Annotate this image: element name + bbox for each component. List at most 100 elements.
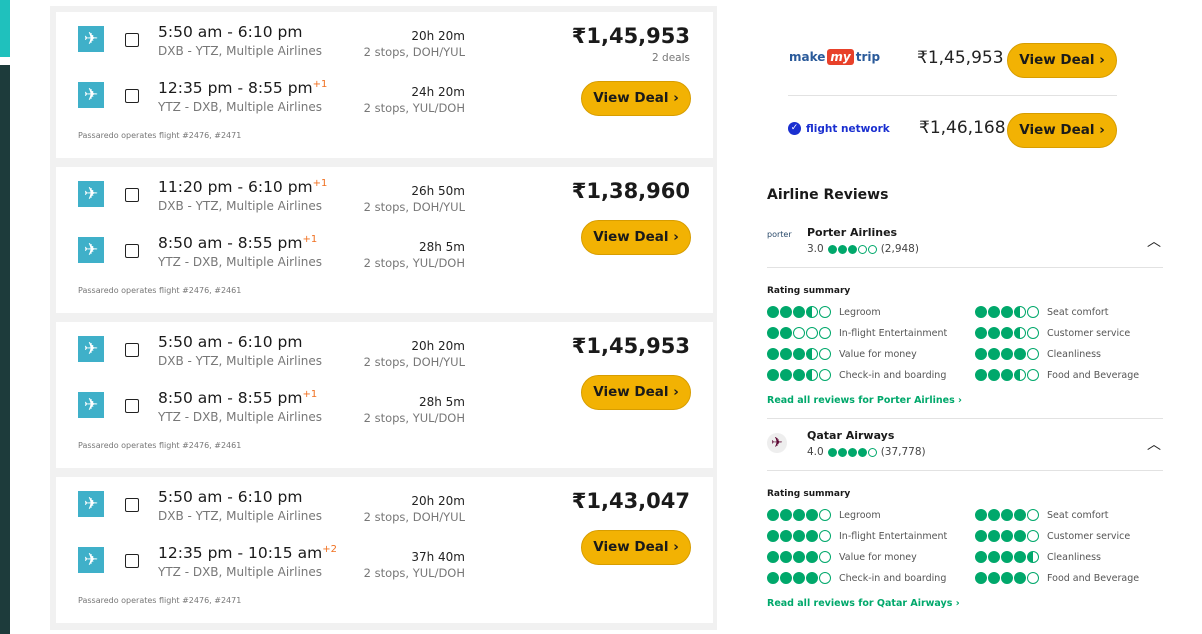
criterion-label: Value for money bbox=[839, 551, 917, 563]
airline-name[interactable]: Qatar Airways bbox=[807, 429, 895, 442]
rating-criterion: Food and Beverage bbox=[975, 369, 1139, 381]
rating-circle bbox=[1027, 348, 1039, 360]
rating-criterion: Cleanliness bbox=[975, 551, 1101, 563]
rating-criterion: Legroom bbox=[767, 306, 881, 318]
rating-circle bbox=[780, 551, 792, 563]
stops: 2 stops, YUL/DOH bbox=[363, 101, 465, 115]
leg-times: 12:35 pm - 8:55 pm+1 bbox=[158, 79, 327, 97]
airline-name[interactable]: Porter Airlines bbox=[807, 226, 898, 239]
rating-circle bbox=[827, 244, 837, 254]
select-checkbox[interactable] bbox=[125, 244, 139, 258]
time-range: 12:35 pm - 10:15 am bbox=[158, 544, 323, 563]
select-checkbox[interactable] bbox=[125, 554, 139, 568]
rating-circle bbox=[806, 348, 818, 360]
stops: 2 stops, DOH/YUL bbox=[363, 45, 465, 59]
rating-criterion: Check-in and boarding bbox=[767, 572, 946, 584]
time-range: 11:20 pm - 6:10 pm bbox=[158, 178, 313, 197]
price: ₹1,43,047 bbox=[571, 489, 690, 513]
select-checkbox[interactable] bbox=[125, 33, 139, 47]
rating-circle bbox=[857, 447, 867, 457]
stops: 2 stops, YUL/DOH bbox=[363, 566, 465, 580]
criterion-bubbles bbox=[767, 509, 831, 521]
criterion-bubbles bbox=[767, 369, 831, 381]
time-range: 5:50 am - 6:10 pm bbox=[158, 488, 303, 507]
criterion-bubbles bbox=[975, 509, 1039, 521]
collapse-chevron-icon[interactable]: ︿ bbox=[1147, 234, 1161, 250]
criterion-label: Cleanliness bbox=[1047, 551, 1102, 563]
plus-days: +2 bbox=[322, 544, 337, 555]
flight-network-logo[interactable]: ✓ flight network bbox=[788, 122, 890, 135]
rating-circle bbox=[767, 327, 779, 339]
criterion-label: Check-in and boarding bbox=[839, 572, 947, 584]
rating-circle bbox=[819, 509, 831, 521]
select-checkbox[interactable] bbox=[125, 89, 139, 103]
rating-circle bbox=[793, 348, 805, 360]
rating-circle bbox=[837, 244, 847, 254]
rating-circle bbox=[767, 509, 779, 521]
flight-leg: ✈ 5:50 am - 6:10 pm DXB - YTZ, Multiple Ai… bbox=[56, 12, 713, 68]
rating-circle bbox=[975, 369, 987, 381]
rating-circle bbox=[780, 369, 792, 381]
rating-circle bbox=[847, 244, 857, 254]
plus-days: +1 bbox=[312, 79, 328, 90]
flight-leg: ✈ 8:50 am - 8:55 pm+1 YTZ - DXB, Multiple … bbox=[56, 378, 713, 434]
stops: 2 stops, YUL/DOH bbox=[363, 256, 465, 270]
rating-circle bbox=[1027, 369, 1039, 381]
rating-circle bbox=[1014, 369, 1026, 381]
collapse-chevron-icon[interactable]: ︿ bbox=[1147, 437, 1161, 453]
select-checkbox[interactable] bbox=[125, 188, 139, 202]
airplane-icon: ✈ bbox=[78, 237, 104, 263]
rating-bubbles bbox=[827, 447, 877, 457]
select-checkbox[interactable] bbox=[125, 343, 139, 357]
criterion-bubbles bbox=[767, 306, 831, 318]
makemytrip-logo[interactable]: make my trip bbox=[789, 49, 881, 65]
criterion-label: Food and Beverage bbox=[1047, 572, 1140, 584]
read-reviews-link[interactable]: Read all reviews for Porter Airlines › bbox=[767, 395, 962, 406]
deals-count: 2 deals bbox=[652, 52, 690, 64]
read-reviews-link[interactable]: Read all reviews for Qatar Airways › bbox=[767, 598, 960, 609]
view-deal-button[interactable]: View Deal › bbox=[581, 81, 691, 116]
rating-criterion: Cleanliness bbox=[975, 348, 1101, 360]
flight-leg: ✈ 11:20 pm - 6:10 pm+1 DXB - YTZ, Multiple… bbox=[56, 167, 713, 223]
select-checkbox[interactable] bbox=[125, 498, 139, 512]
rating-circle bbox=[780, 509, 792, 521]
rating-circle bbox=[975, 348, 987, 360]
view-deal-button[interactable]: View Deal › bbox=[1007, 43, 1117, 78]
rating-circle bbox=[1001, 530, 1013, 542]
rating-circle bbox=[867, 244, 877, 254]
airplane-icon: ✈ bbox=[78, 181, 104, 207]
rating-circle bbox=[975, 530, 987, 542]
rating-circle bbox=[793, 530, 805, 542]
operator-note: Passaredo operates flight #2476, #2461 bbox=[78, 286, 242, 295]
rating-circle bbox=[780, 306, 792, 318]
rating-circle bbox=[806, 551, 818, 563]
sidebar-scrollbar[interactable] bbox=[0, 65, 10, 634]
flight-card: ✈ 5:50 am - 6:10 pm DXB - YTZ, Multiple Ai… bbox=[56, 322, 713, 468]
criterion-label: Value for money bbox=[839, 348, 917, 360]
duration: 20h 20m bbox=[411, 494, 465, 508]
view-deal-button[interactable]: View Deal › bbox=[1007, 113, 1117, 148]
airplane-icon: ✈ bbox=[78, 26, 104, 52]
rating-circle bbox=[1027, 572, 1039, 584]
rating-circle bbox=[975, 509, 987, 521]
rating-circle bbox=[819, 530, 831, 542]
provider-price: ₹1,46,168 bbox=[919, 118, 1006, 138]
stops: 2 stops, YUL/DOH bbox=[363, 411, 465, 425]
rating-circle bbox=[837, 447, 847, 457]
rating-circle bbox=[819, 551, 831, 563]
airplane-icon: ✈ bbox=[78, 547, 104, 573]
view-deal-button[interactable]: View Deal › bbox=[581, 220, 691, 255]
route-airlines: DXB - YTZ, Multiple Airlines bbox=[158, 509, 323, 523]
rating-circle bbox=[819, 572, 831, 584]
divider bbox=[767, 418, 1163, 419]
rating-circle bbox=[1027, 509, 1039, 521]
view-deal-button[interactable]: View Deal › bbox=[581, 530, 691, 565]
rating-circle bbox=[806, 306, 818, 318]
rating-circle bbox=[975, 572, 987, 584]
rating-circle bbox=[780, 530, 792, 542]
rating-circle bbox=[988, 509, 1000, 521]
select-checkbox[interactable] bbox=[125, 399, 139, 413]
plus-days: +1 bbox=[302, 234, 318, 245]
rating-summary-label: Rating summary bbox=[767, 489, 851, 499]
view-deal-button[interactable]: View Deal › bbox=[581, 375, 691, 410]
